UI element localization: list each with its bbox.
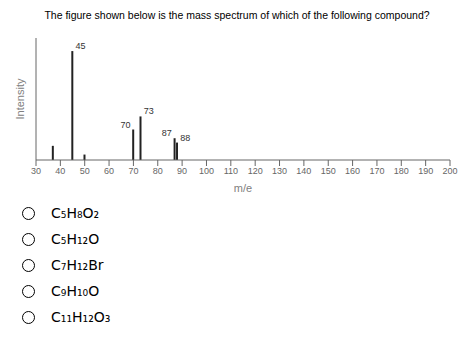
html-text:C₉H₁₀O: C₉H₁₀O [51, 283, 100, 299]
svg-text:170: 170 [369, 166, 384, 176]
svg-text:80: 80 [153, 166, 163, 176]
svg-text:90: 90 [177, 166, 187, 176]
svg-text:120: 120 [248, 166, 263, 176]
html-text:The figure shown below is the: The figure shown below is the mass spect… [44, 9, 430, 21]
svg-text:73: 73 [144, 106, 154, 116]
svg-text:190: 190 [418, 166, 433, 176]
html-text:C₅H₁₂O: C₅H₁₂O [51, 231, 100, 247]
html-text:C₁₁H₁₂O₃: C₁₁H₁₂O₃ [51, 309, 111, 325]
svg-text:140: 140 [296, 166, 311, 176]
svg-text:Intensity: Intensity [14, 78, 26, 119]
html-text:C₇H₁₂Br: C₇H₁₂Br [51, 257, 104, 273]
svg-text:50: 50 [80, 166, 90, 176]
svg-text:60: 60 [104, 166, 114, 176]
svg-text:150: 150 [321, 166, 336, 176]
svg-text:87: 87 [162, 128, 172, 138]
svg-text:160: 160 [345, 166, 360, 176]
svg-text:130: 130 [272, 166, 287, 176]
svg-text:30: 30 [31, 166, 41, 176]
svg-text:110: 110 [224, 166, 238, 176]
svg-text:100: 100 [199, 166, 214, 176]
svg-text:70: 70 [120, 120, 130, 130]
html-text:C₅H₈O₂: C₅H₈O₂ [51, 205, 100, 221]
svg-text:180: 180 [394, 166, 409, 176]
svg-text:45: 45 [76, 41, 86, 51]
svg-text:40: 40 [55, 166, 65, 176]
svg-text:70: 70 [128, 166, 138, 176]
svg-text:88: 88 [180, 133, 190, 143]
svg-text:m/e: m/e [234, 182, 252, 194]
svg-text:200: 200 [442, 166, 457, 176]
